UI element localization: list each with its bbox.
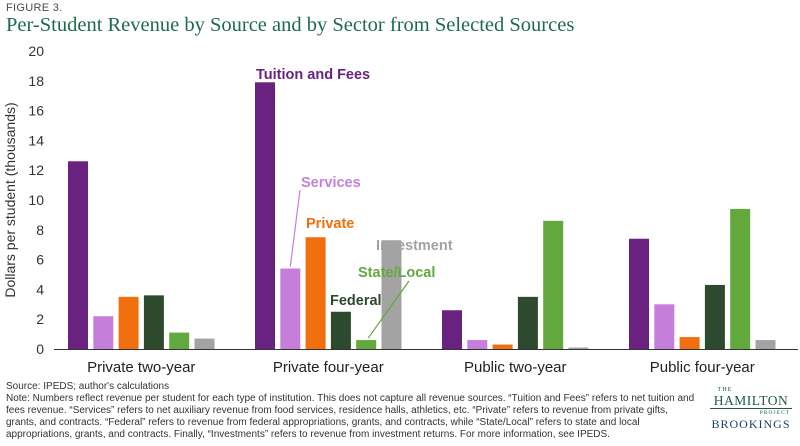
bar xyxy=(679,337,700,349)
bar xyxy=(654,304,675,349)
bar xyxy=(730,208,751,349)
bar xyxy=(194,338,215,349)
series-label: Federal xyxy=(330,293,382,309)
bar xyxy=(143,295,164,349)
series-label: Investment xyxy=(376,238,453,254)
figure-label: FIGURE 3. xyxy=(6,2,63,14)
series-label: Services xyxy=(301,175,361,191)
bar xyxy=(381,240,402,349)
x-axis: Private two-year Private four-year Public … xyxy=(54,349,798,376)
logo-the: THE xyxy=(717,387,733,393)
bar xyxy=(169,332,190,349)
bar xyxy=(568,347,589,349)
logo-project: PROJECT xyxy=(759,410,790,416)
x-tick-label: Public two-year xyxy=(464,359,567,376)
state-local-leader-line xyxy=(367,280,410,339)
bar xyxy=(629,238,649,349)
bars-group xyxy=(68,82,776,349)
bar xyxy=(492,344,513,349)
y-axis-title: Dollars per student (thousands) xyxy=(2,102,18,297)
methodology-note: Note: Numbers reflect revenue per studen… xyxy=(6,393,695,441)
y-tick-label: 8 xyxy=(36,222,44,238)
x-tick-label: Private two-year xyxy=(87,359,195,376)
bar xyxy=(255,82,275,349)
bar xyxy=(330,311,351,349)
y-axis: 0 2 4 6 8 10 12 14 16 18 20 Dollars per student (th… xyxy=(2,43,44,357)
bar xyxy=(93,316,114,349)
figure-title: Per-Student Revenue by Source and by Sec… xyxy=(6,14,575,36)
bar xyxy=(442,310,462,349)
x-tick-label: Private four-year xyxy=(273,359,384,376)
bar xyxy=(543,220,564,349)
y-tick-label: 2 xyxy=(36,311,44,327)
bar xyxy=(356,340,377,349)
y-tick-label: 10 xyxy=(28,192,44,208)
logo-brookings: BROOKINGS xyxy=(711,417,791,431)
bar xyxy=(704,284,725,349)
y-tick-label: 14 xyxy=(28,132,44,148)
y-tick-label: 0 xyxy=(36,341,44,357)
y-tick-label: 16 xyxy=(28,103,44,119)
services-leader-line xyxy=(289,189,301,267)
y-tick-label: 20 xyxy=(28,43,44,59)
series-labels: Tuition and Fees Services Private Federal St… xyxy=(256,67,453,339)
bar xyxy=(467,340,488,349)
logo-hamilton: HAMILTON xyxy=(710,394,792,409)
bar-chart: 0 2 4 6 8 10 12 14 16 18 20 Dollars per student (th… xyxy=(2,43,798,376)
y-tick-label: 4 xyxy=(36,281,44,297)
bar xyxy=(280,268,301,349)
bar xyxy=(755,340,776,349)
series-label: Private xyxy=(306,216,354,232)
hamilton-brookings-logo: THE HAMILTON PROJECT BROOKINGS xyxy=(706,387,796,443)
bar xyxy=(118,296,139,349)
y-tick-label: 6 xyxy=(36,252,44,268)
source-note: Source: IPEDS; author's calculations xyxy=(6,381,170,392)
bar xyxy=(305,237,326,349)
series-label: State/Local xyxy=(358,265,435,281)
x-tick-label: Public four-year xyxy=(650,359,755,376)
bar xyxy=(517,296,538,349)
y-tick-label: 12 xyxy=(28,162,44,178)
bar xyxy=(68,161,88,349)
y-tick-label: 18 xyxy=(28,73,44,89)
figure-footer: Source: IPEDS; author's calculations Not… xyxy=(6,381,696,441)
series-label: Tuition and Fees xyxy=(256,67,370,83)
